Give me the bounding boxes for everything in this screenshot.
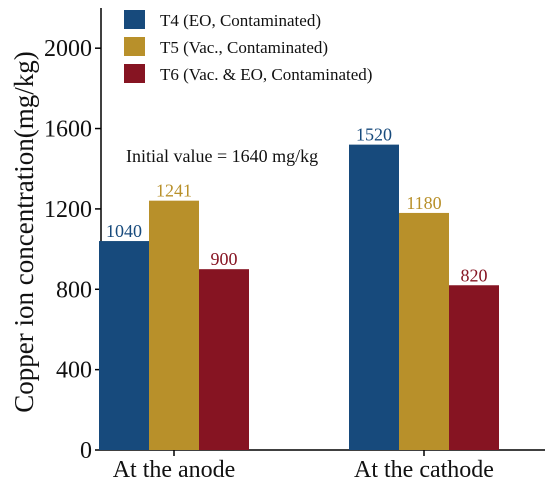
bar	[99, 241, 149, 450]
legend-swatch	[124, 37, 145, 56]
data-labels: 1040 1241 900 1520 1180 820	[106, 125, 488, 286]
legend-swatch	[124, 10, 145, 29]
data-label: 1180	[406, 193, 441, 213]
data-label: 1520	[356, 125, 392, 145]
bar	[399, 212, 449, 450]
axes: 0 400 800 1200 1600 2000 At the anode At the ca…	[44, 8, 545, 483]
data-label: 820	[461, 265, 488, 285]
x-tick-label: At the anode	[113, 457, 236, 483]
y-axis-label: Copper ion concentration(mg/kg)	[9, 51, 39, 412]
y-tick-label: 400	[56, 358, 92, 384]
legend-label: T6 (Vac. & EO, Contaminated)	[160, 65, 372, 84]
y-tick-label: 0	[80, 438, 92, 464]
y-tick-label: 2000	[44, 36, 92, 62]
x-tick-label: At the cathode	[354, 457, 494, 483]
y-tick-label: 1600	[44, 117, 92, 143]
bar	[349, 144, 399, 451]
legend-label: T4 (EO, Contaminated)	[160, 11, 321, 30]
initial-value-annotation: Initial value = 1640 mg/kg	[126, 146, 318, 166]
y-tick-label: 1200	[44, 197, 92, 223]
y-tick-label: 800	[56, 277, 92, 303]
legend-swatch	[124, 64, 145, 83]
data-label: 1040	[106, 221, 142, 241]
bar	[149, 200, 199, 450]
bar	[449, 285, 499, 450]
data-label: 1241	[156, 181, 192, 201]
bar	[199, 269, 249, 450]
legend: T4 (EO, Contaminated) T5 (Vac., Contamina…	[124, 10, 372, 84]
bars	[99, 144, 499, 451]
data-label: 900	[211, 249, 238, 269]
legend-label: T5 (Vac., Contaminated)	[160, 38, 328, 57]
